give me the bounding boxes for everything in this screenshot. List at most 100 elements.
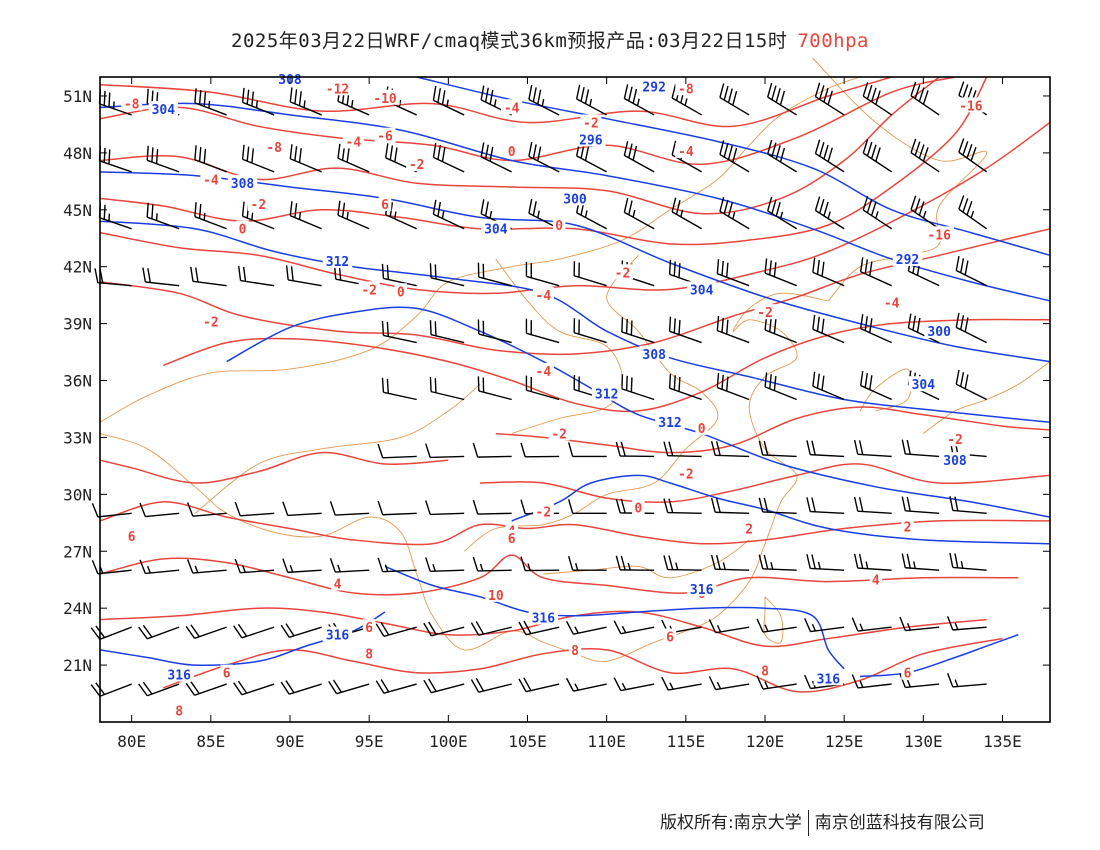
wind-barb bbox=[477, 319, 512, 344]
wind-barb bbox=[432, 142, 465, 173]
height-label: 292 bbox=[896, 253, 919, 268]
wind-barb bbox=[806, 440, 845, 458]
temperature-label: 8 bbox=[571, 644, 579, 659]
wind-barb bbox=[862, 82, 893, 116]
wind-barb bbox=[194, 145, 227, 173]
temperature-label-bg bbox=[406, 156, 428, 172]
wind-barb bbox=[241, 87, 275, 116]
temperature-label-bg bbox=[505, 529, 518, 545]
lat-label: 33N bbox=[63, 428, 92, 447]
temperature-label: 6 bbox=[508, 532, 516, 547]
temperature-label: -4 bbox=[504, 101, 520, 116]
border-line bbox=[859, 368, 912, 412]
wind-barb bbox=[567, 556, 607, 571]
temperature-label: 0 bbox=[634, 502, 642, 517]
height-label-bg bbox=[322, 626, 353, 642]
wind-barb bbox=[518, 620, 560, 636]
temperature-label: -2 bbox=[757, 306, 773, 321]
height-label-bg bbox=[924, 323, 954, 339]
wind-barb bbox=[241, 144, 275, 173]
temperature-contour-line bbox=[99, 554, 1019, 596]
wind-barb bbox=[518, 677, 560, 693]
height-contour-line bbox=[384, 565, 845, 670]
temperature-label-bg bbox=[172, 702, 186, 718]
height-label-bg bbox=[560, 190, 590, 206]
temperature-label-bg bbox=[869, 571, 883, 587]
temperature-label-bg bbox=[612, 264, 633, 280]
temperature-label-bg bbox=[485, 586, 507, 602]
temperature-label: -2 bbox=[536, 505, 552, 520]
wind-barb bbox=[575, 84, 607, 116]
wind-barb bbox=[613, 620, 655, 635]
temperature-label-bg bbox=[956, 97, 986, 113]
wind-barb bbox=[907, 313, 940, 344]
temperature-label: -12 bbox=[326, 82, 349, 97]
temperature-contour-line bbox=[99, 76, 956, 166]
wind-barb bbox=[139, 502, 180, 518]
border-line bbox=[574, 292, 829, 663]
height-contour-line bbox=[511, 474, 1051, 545]
temperature-label-bg bbox=[532, 503, 554, 519]
wind-barb bbox=[280, 623, 322, 638]
temperature-label: 4 bbox=[334, 577, 342, 592]
temperature-label-bg bbox=[322, 80, 353, 96]
temperature-label: 2 bbox=[904, 521, 912, 536]
wind-barb bbox=[477, 262, 512, 287]
wind-barb bbox=[663, 441, 702, 458]
border-line bbox=[763, 596, 784, 644]
wind-barb bbox=[423, 678, 465, 694]
wind-barb bbox=[90, 682, 132, 697]
wind-barb bbox=[671, 197, 703, 230]
height-label: 316 bbox=[532, 612, 556, 627]
wind-barb bbox=[138, 624, 180, 640]
wind-barb bbox=[853, 553, 892, 571]
height-label-bg bbox=[655, 414, 685, 430]
wind-barb bbox=[767, 196, 798, 230]
temperature-contour-line bbox=[495, 406, 1051, 454]
wind-barb bbox=[186, 502, 227, 517]
temperature-label-bg bbox=[675, 80, 697, 96]
wind-barb bbox=[812, 371, 845, 401]
wind-barb bbox=[910, 138, 940, 173]
wind-barb bbox=[710, 441, 750, 458]
temperature-label: 0 bbox=[239, 223, 247, 238]
wind-barb bbox=[946, 673, 987, 688]
wind-barb bbox=[719, 83, 750, 116]
temperature-label-bg bbox=[675, 142, 697, 158]
wind-barb bbox=[853, 496, 892, 515]
temperature-label-bg bbox=[394, 283, 408, 299]
temperature-label: -2 bbox=[361, 283, 377, 298]
wind-barb bbox=[423, 621, 465, 637]
wind-barb bbox=[285, 265, 322, 287]
wind-barb bbox=[758, 554, 797, 571]
height-label-bg bbox=[227, 175, 258, 191]
wind-barb bbox=[520, 442, 560, 458]
temperature-label: -2 bbox=[678, 467, 694, 482]
height-label: 316 bbox=[817, 672, 841, 687]
lon-label: 115E bbox=[667, 732, 706, 751]
temperature-label: 6 bbox=[365, 621, 373, 636]
wind-barb bbox=[328, 679, 370, 695]
axis-ticks bbox=[100, 77, 1050, 722]
temperature-label: 8 bbox=[761, 665, 769, 680]
height-label-bg bbox=[940, 452, 970, 468]
footer-separator bbox=[807, 810, 809, 836]
wind-barb bbox=[767, 139, 798, 173]
wind-barb bbox=[955, 256, 987, 287]
wind-barb bbox=[429, 263, 465, 287]
wind-barb bbox=[477, 376, 512, 401]
height-label: 308 bbox=[231, 177, 255, 192]
height-label: 304 bbox=[484, 223, 508, 238]
temperature-label: -16 bbox=[927, 228, 951, 243]
wind-barb bbox=[758, 497, 797, 515]
wind-barb bbox=[194, 202, 227, 230]
border-line bbox=[194, 383, 481, 514]
height-label: 292 bbox=[642, 80, 665, 95]
wind-barb bbox=[668, 316, 702, 344]
temperature-label-bg bbox=[331, 575, 344, 591]
temperature-label-bg bbox=[362, 645, 376, 661]
temperature-label: -4 bbox=[536, 289, 552, 304]
wind-barb bbox=[910, 195, 940, 230]
height-label-bg bbox=[591, 385, 622, 401]
temperature-label: -10 bbox=[373, 92, 397, 107]
